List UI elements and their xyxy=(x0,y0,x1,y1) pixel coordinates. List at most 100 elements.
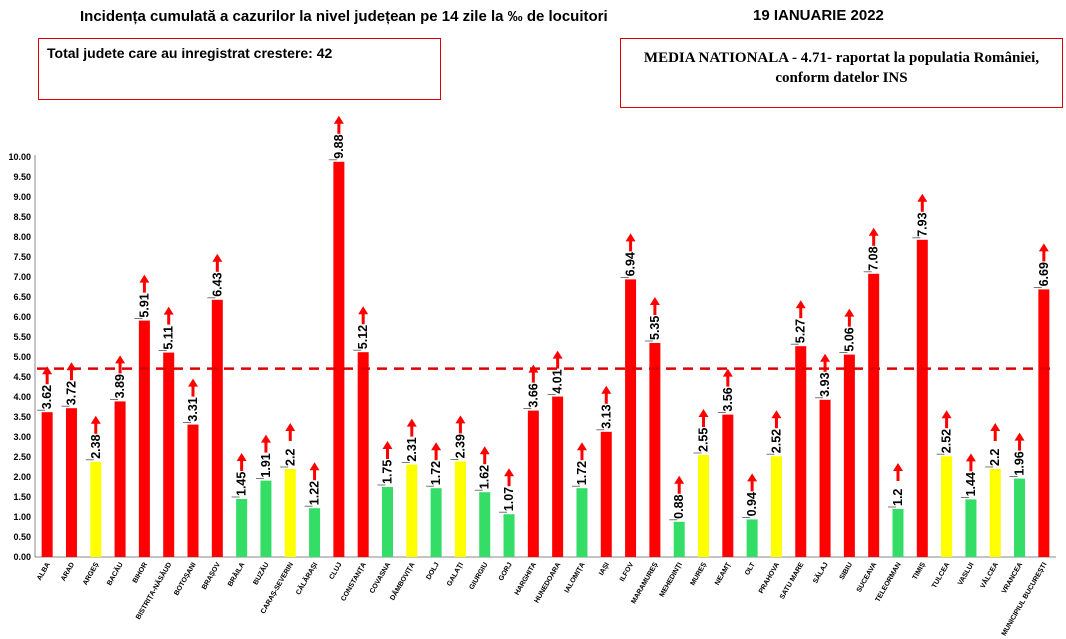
y-tick-label: 3.00 xyxy=(13,432,31,442)
data-label: 6.43 xyxy=(210,272,224,296)
data-label: 3.31 xyxy=(186,397,200,421)
y-tick-label: 6.50 xyxy=(13,292,31,302)
x-tick-label: GALAȚI xyxy=(446,561,465,587)
x-tick-label: HUNEDOARA xyxy=(534,562,563,605)
x-tick-label: BUZĂU xyxy=(251,561,271,587)
x-tick-label: HARGHITA xyxy=(514,562,538,597)
x-tick-label: CONSTANȚA xyxy=(340,562,368,603)
data-label: 2.31 xyxy=(405,437,419,461)
bar xyxy=(41,412,53,557)
data-label: 1.2 xyxy=(891,489,905,506)
bar xyxy=(649,343,661,557)
trend-arrow-up-icon xyxy=(212,253,223,262)
trend-arrow-up-icon xyxy=(601,385,612,394)
trend-arrow-up-icon xyxy=(358,306,369,315)
data-label: 2.55 xyxy=(697,428,711,452)
y-tick-label: 10.00 xyxy=(8,152,31,162)
trend-arrow-up-icon xyxy=(868,227,879,236)
trend-arrow-up-icon xyxy=(1038,243,1049,252)
x-tick-label: MEHEDINȚI xyxy=(659,561,684,598)
national-average-line2: conform datelor INS xyxy=(775,70,908,86)
bar xyxy=(746,519,758,557)
data-label: 6.94 xyxy=(624,252,638,276)
x-tick-label: ARAD xyxy=(60,562,76,583)
data-label: 1.22 xyxy=(308,481,322,505)
x-tick-label: DÂMBOVIȚA xyxy=(388,561,417,602)
trend-arrow-up-icon xyxy=(965,453,976,462)
data-label: 1.62 xyxy=(478,465,492,489)
data-label: 1.44 xyxy=(964,472,978,496)
x-tick-label: TIMIȘ xyxy=(912,561,928,581)
bar xyxy=(965,499,977,557)
increase-count-box: Total judete care au inregistrat crester… xyxy=(38,38,441,100)
bar xyxy=(114,401,126,557)
data-label: 5.06 xyxy=(842,327,856,351)
trend-arrow-up-icon xyxy=(236,453,247,461)
report-date: 19 IANUARIE 2022 xyxy=(753,7,884,24)
x-tick-label: BRĂILA xyxy=(225,561,246,588)
x-tick-label: MUREȘ xyxy=(690,561,709,587)
trend-arrow-up-icon xyxy=(990,423,1001,431)
data-label: 1.72 xyxy=(429,461,443,485)
data-label: 1.75 xyxy=(380,460,394,484)
x-tick-label: NEAMȚ xyxy=(714,561,733,587)
y-tick-label: 0.50 xyxy=(13,532,31,542)
trend-arrow-up-icon xyxy=(649,297,660,305)
x-tick-label: VRANCEA xyxy=(1001,561,1024,594)
trend-arrow-up-icon xyxy=(698,409,709,417)
x-tick-label: DOLJ xyxy=(425,561,440,581)
bar xyxy=(357,352,369,557)
bar xyxy=(527,410,539,557)
data-label: 4.01 xyxy=(551,369,565,393)
y-tick-label: 8.00 xyxy=(13,232,31,242)
data-label: 1.72 xyxy=(575,461,589,485)
trend-arrow-up-icon xyxy=(163,306,174,315)
trend-arrow-up-icon xyxy=(941,410,952,419)
bar xyxy=(868,273,880,557)
data-label: 2.52 xyxy=(769,429,783,453)
x-tick-label: SUCEAVA xyxy=(856,562,879,594)
data-label: 2.39 xyxy=(453,434,467,458)
y-tick-label: 5.50 xyxy=(13,332,31,342)
trend-arrow-up-icon xyxy=(795,300,806,309)
chart-title: Incidența cumulată a cazurilor la nivel … xyxy=(80,8,608,25)
trend-arrow-up-icon xyxy=(455,415,466,424)
x-tick-label: VASLUI xyxy=(957,561,976,586)
trend-arrow-up-icon xyxy=(333,115,344,124)
x-tick-label: GIURGIU xyxy=(468,562,489,591)
trend-arrow-up-icon xyxy=(504,468,515,477)
data-label: 3.89 xyxy=(113,374,127,398)
data-label: 2.2 xyxy=(988,449,1002,466)
x-tick-label: MUNICIPIUL BUCUREȘTI xyxy=(1001,561,1049,637)
y-tick-label: 0.00 xyxy=(13,552,31,562)
y-tick-label: 7.50 xyxy=(13,252,31,262)
data-label: 2.38 xyxy=(89,434,103,458)
y-tick-label: 9.00 xyxy=(13,192,31,202)
data-label: 5.11 xyxy=(162,326,176,350)
data-label: 2.52 xyxy=(940,429,954,453)
x-tick-label: SIBIU xyxy=(839,562,854,582)
bar xyxy=(1038,289,1050,557)
data-label: 5.27 xyxy=(794,319,808,343)
data-label: 5.35 xyxy=(648,316,662,340)
trend-arrow-up-icon xyxy=(820,353,831,362)
y-tick-label: 4.00 xyxy=(13,392,31,402)
x-tick-label: VÂLCEA xyxy=(978,561,1000,590)
bar xyxy=(916,239,928,558)
x-tick-label: SATU MARE xyxy=(779,561,806,600)
data-label: 1.96 xyxy=(1013,451,1027,475)
x-tick-label: OLT xyxy=(744,561,757,577)
data-label: 3.66 xyxy=(526,383,540,407)
data-label: 7.08 xyxy=(867,246,881,270)
bar xyxy=(381,487,393,557)
y-tick-label: 6.00 xyxy=(13,312,31,322)
x-tick-label: ARGEȘ xyxy=(82,561,101,586)
trend-arrow-up-icon xyxy=(479,446,490,455)
bar xyxy=(90,461,102,557)
x-tick-label: IALOMIȚA xyxy=(564,562,587,595)
trend-arrow-up-icon xyxy=(552,350,563,359)
y-tick-label: 5.00 xyxy=(13,352,31,362)
trend-arrow-up-icon xyxy=(1014,432,1025,441)
bar xyxy=(430,488,442,557)
